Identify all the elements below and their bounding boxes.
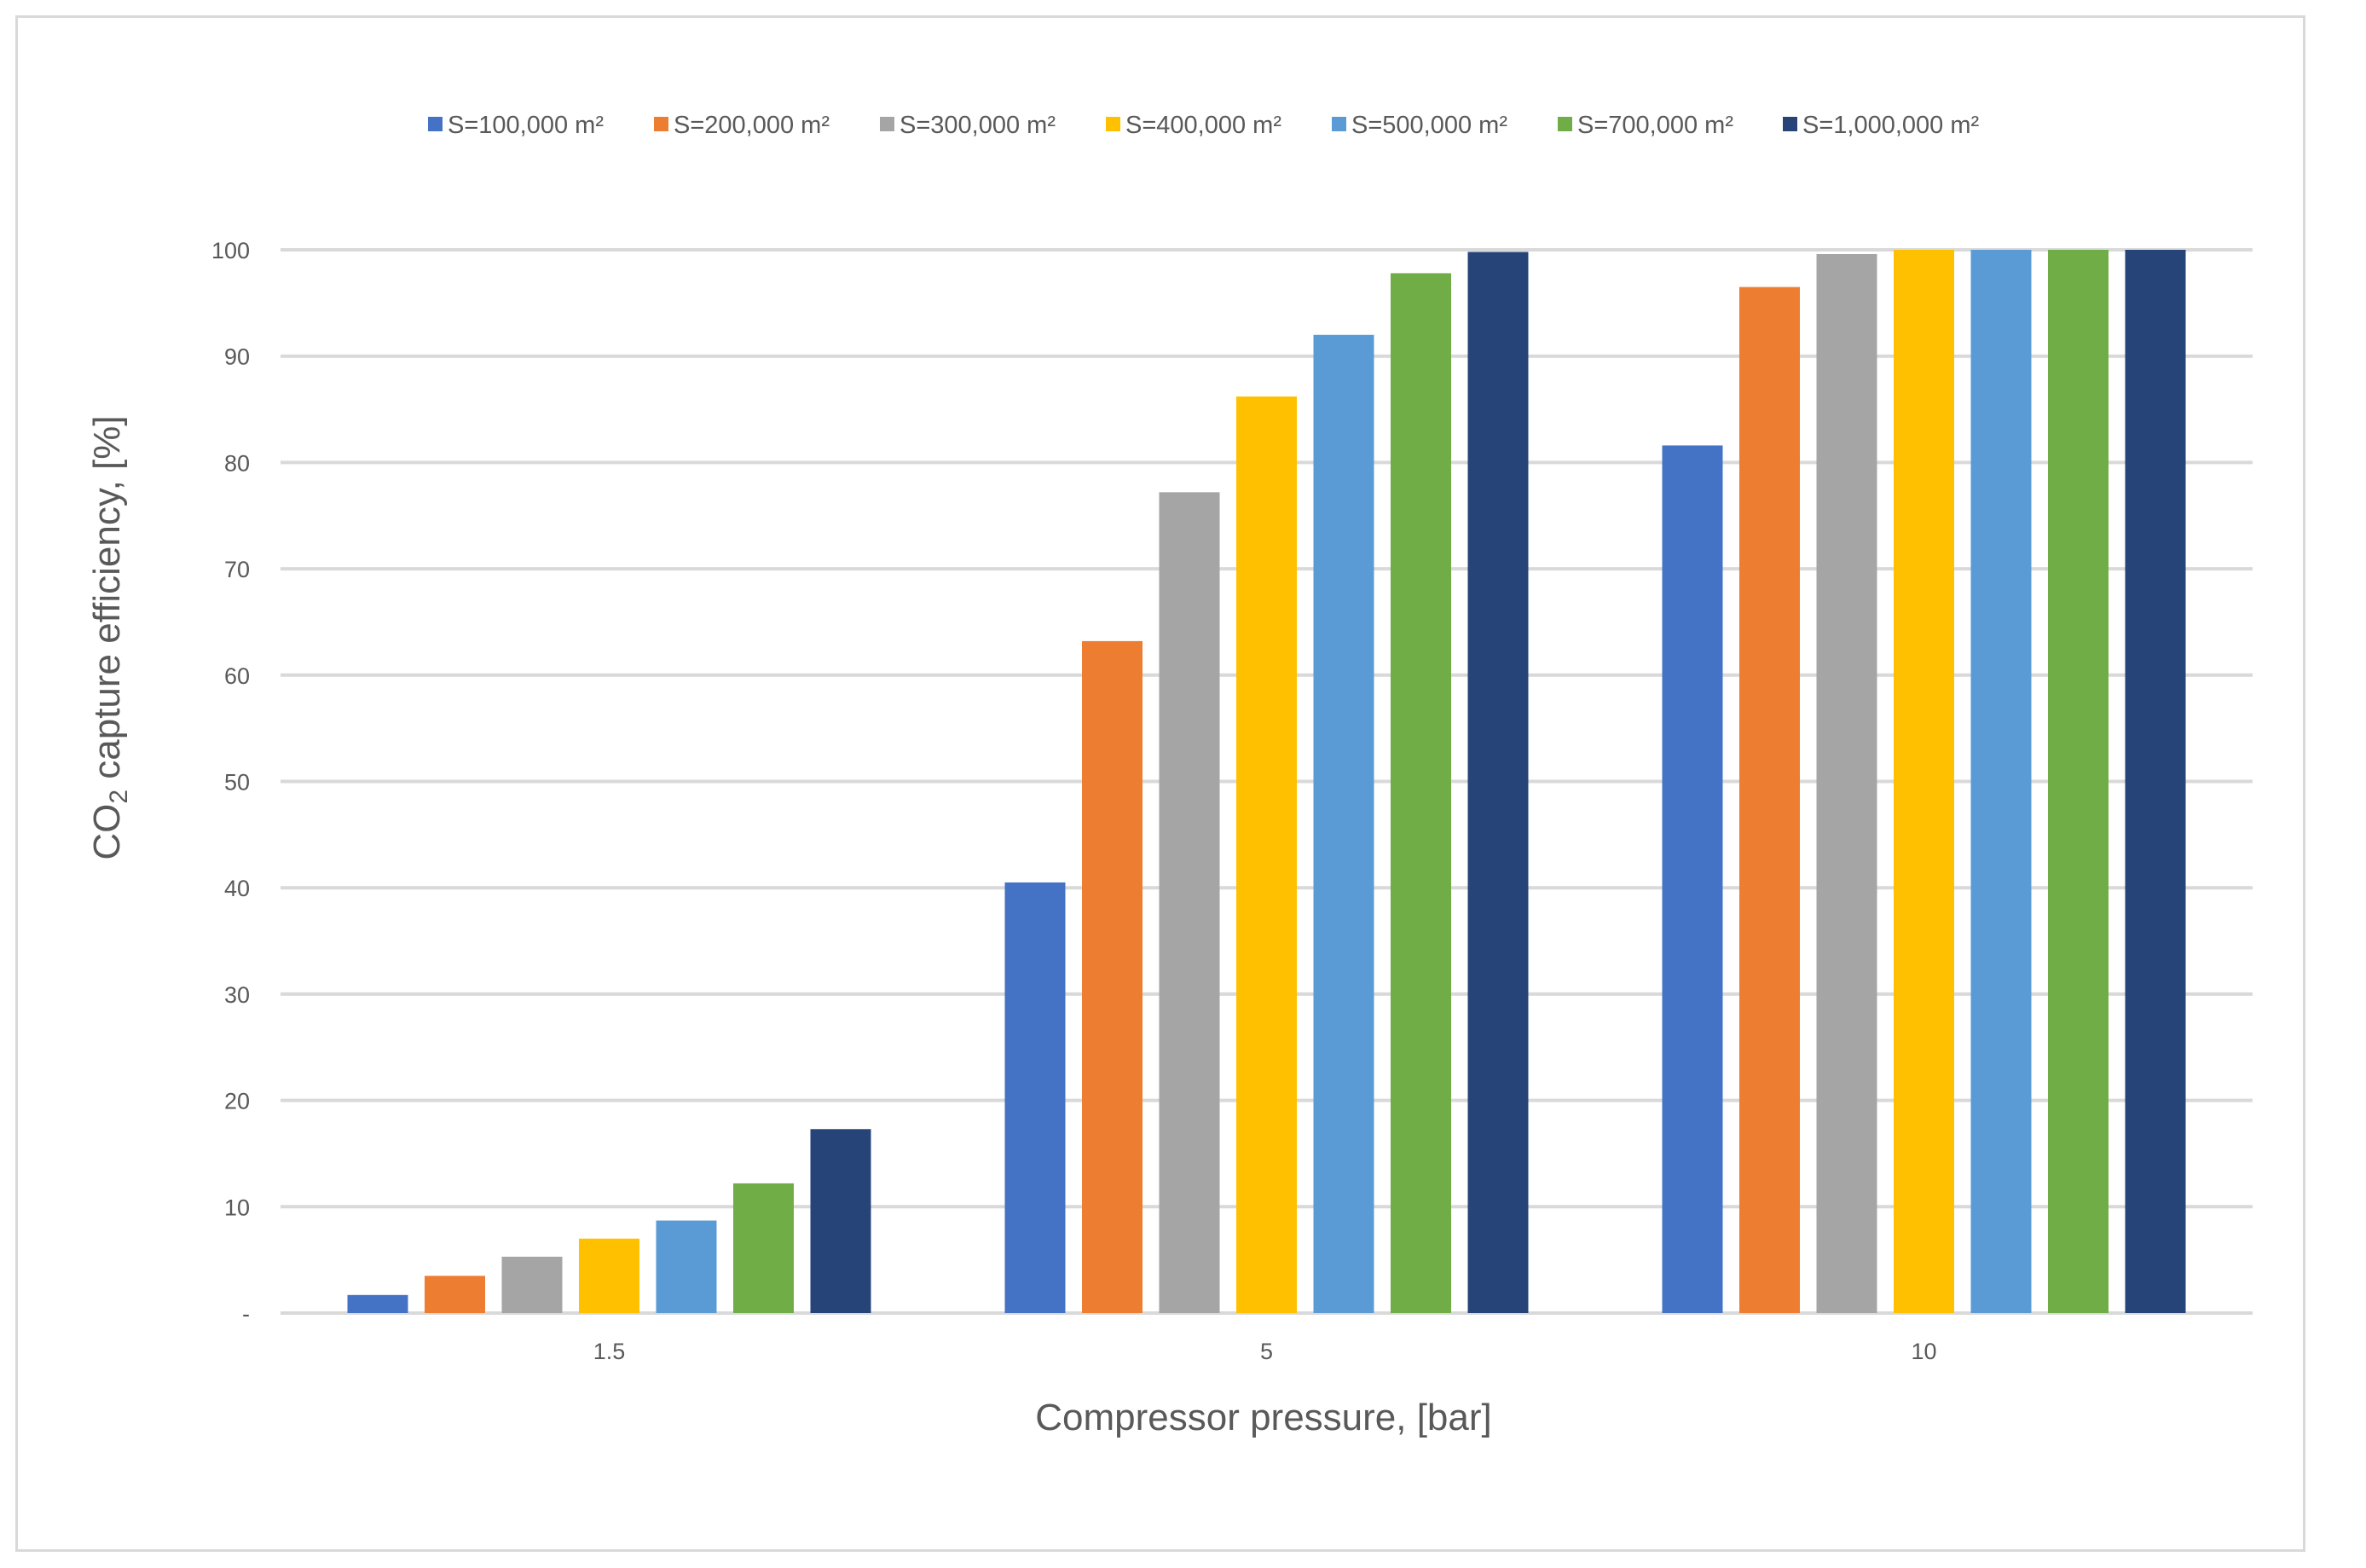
y-tick-label-50: 50 (224, 770, 250, 796)
bars (347, 250, 2186, 1314)
bar-10-series-2 (1739, 286, 1800, 1313)
legend: S=100,000 m² S=200,000 m² S=300,000 m² S=40… (428, 112, 1980, 139)
legend-label-2: S=200,000 m² (674, 112, 830, 139)
bar-1.5-series-3 (501, 1256, 563, 1313)
bar-5-series-6 (1391, 273, 1451, 1314)
bar-1.5-series-1 (347, 1294, 408, 1313)
legend-label-1: S=100,000 m² (448, 112, 604, 139)
legend-swatch-7 (1783, 117, 1797, 131)
bar-5-series-2 (1082, 640, 1143, 1313)
chart-frame: S=100,000 m² S=200,000 m² S=300,000 m² S=40… (15, 15, 2305, 1552)
x-tick-label-10: 10 (1911, 1339, 1936, 1364)
legend-swatch-2 (654, 117, 668, 131)
y-tick-label-70: 70 (224, 557, 250, 582)
bar-5-series-5 (1313, 334, 1374, 1313)
legend-swatch-6 (1558, 117, 1572, 131)
x-axis-title: Compressor pressure, [bar] (1035, 1397, 1492, 1438)
bar-1.5-series-6 (733, 1183, 794, 1313)
y-tick-label-10: 10 (224, 1195, 250, 1220)
bar-10-series-4 (1894, 250, 1954, 1313)
bar-10-series-7 (2125, 250, 2186, 1313)
chart-svg: S=100,000 m² S=200,000 m² S=300,000 m² S=40… (86, 112, 2253, 1438)
x-tick-label-1.5: 1.5 (593, 1339, 626, 1364)
legend-label-6: S=700,000 m² (1577, 112, 1733, 139)
bar-10-series-1 (1662, 445, 1723, 1313)
legend-label-3: S=300,000 m² (900, 112, 1056, 139)
legend-swatch-1 (428, 117, 443, 131)
bar-1.5-series-4 (579, 1238, 639, 1313)
bar-5-series-4 (1236, 396, 1297, 1314)
bar-5-series-1 (1004, 882, 1066, 1313)
y-axis-title-subscript: 2 (105, 790, 133, 804)
y-tick-label-30: 30 (224, 982, 250, 1008)
y-tick-label-40: 40 (224, 876, 250, 901)
legend-label-7: S=1,000,000 m² (1802, 112, 1980, 139)
y-tick-label-60: 60 (224, 663, 250, 689)
legend-swatch-5 (1332, 117, 1346, 131)
bar-1.5-series-5 (656, 1220, 717, 1313)
bar-10-series-5 (1970, 250, 2032, 1313)
bar-5-series-3 (1159, 492, 1220, 1313)
y-tick-label-90: 90 (224, 344, 250, 370)
y-axis-title-main: CO (86, 804, 128, 860)
bar-1.5-series-2 (425, 1276, 485, 1313)
y-axis-tick-labels: - 10 20 30 40 50 60 70 80 90 100 (211, 238, 250, 1327)
bar-10-series-6 (2048, 250, 2109, 1313)
y-axis-title: CO2 capture efficiency, [%] (86, 415, 133, 859)
y-tick-label-20: 20 (224, 1089, 250, 1114)
y-axis-title-rest: capture efficiency, [%] (86, 415, 128, 790)
bar-1.5-series-7 (810, 1129, 871, 1313)
bar-10-series-3 (1816, 253, 1877, 1313)
x-axis-tick-labels: 1.5 5 10 (593, 1339, 1937, 1364)
y-tick-label-80: 80 (224, 450, 250, 476)
legend-swatch-3 (880, 117, 894, 131)
legend-label-4: S=400,000 m² (1125, 112, 1281, 139)
legend-swatch-4 (1106, 117, 1120, 131)
legend-label-5: S=500,000 m² (1351, 112, 1507, 139)
bar-5-series-7 (1467, 252, 1529, 1313)
y-tick-label-100: 100 (211, 238, 250, 263)
x-tick-label-5: 5 (1260, 1339, 1273, 1364)
y-tick-label-0: - (242, 1301, 250, 1327)
